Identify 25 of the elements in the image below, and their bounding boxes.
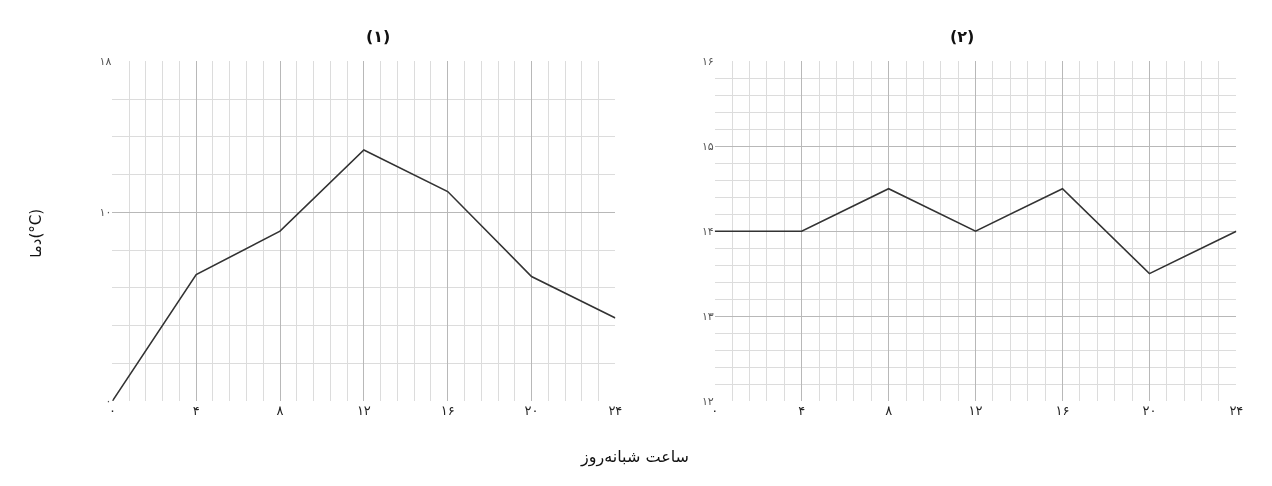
- chart-title: (۱): [366, 27, 391, 46]
- x-tick-label: ۱۲: [968, 403, 983, 419]
- x-tick-label: ۱۶: [1055, 403, 1070, 419]
- line-series: [112, 149, 616, 402]
- y-tick-label: ۱۸: [99, 55, 112, 69]
- y-tick-label: ۰: [105, 394, 112, 408]
- y-axis-title: دما(°C): [26, 208, 45, 258]
- x-tick-label: ۸: [276, 403, 284, 419]
- x-tick-label: ۲۰: [1142, 403, 1157, 419]
- chart-title: (۲): [950, 27, 975, 46]
- x-tick-label: ۱۲: [356, 403, 371, 419]
- y-tick-label: ۱۴: [701, 225, 714, 239]
- x-tick-label: ۲۰: [524, 403, 539, 419]
- x-tick-label: ۴: [798, 403, 806, 419]
- x-tick-label: ۱۶: [440, 403, 455, 419]
- x-tick-label: ۲۴: [608, 403, 623, 419]
- y-tick-label: ۱۰: [99, 206, 112, 220]
- y-tick-label: ۱۶: [701, 55, 714, 69]
- x-axis-title: ساعت شبانه‌روز: [580, 447, 689, 467]
- x-tick-label: ۴: [192, 403, 200, 419]
- y-tick-label: ۱۲: [701, 394, 714, 408]
- x-tick-label: ۸: [885, 403, 893, 419]
- y-tick-label: ۱۳: [701, 309, 714, 323]
- y-tick-label: ۱۵: [701, 140, 714, 154]
- x-tick-label: ۲۴: [1229, 403, 1244, 419]
